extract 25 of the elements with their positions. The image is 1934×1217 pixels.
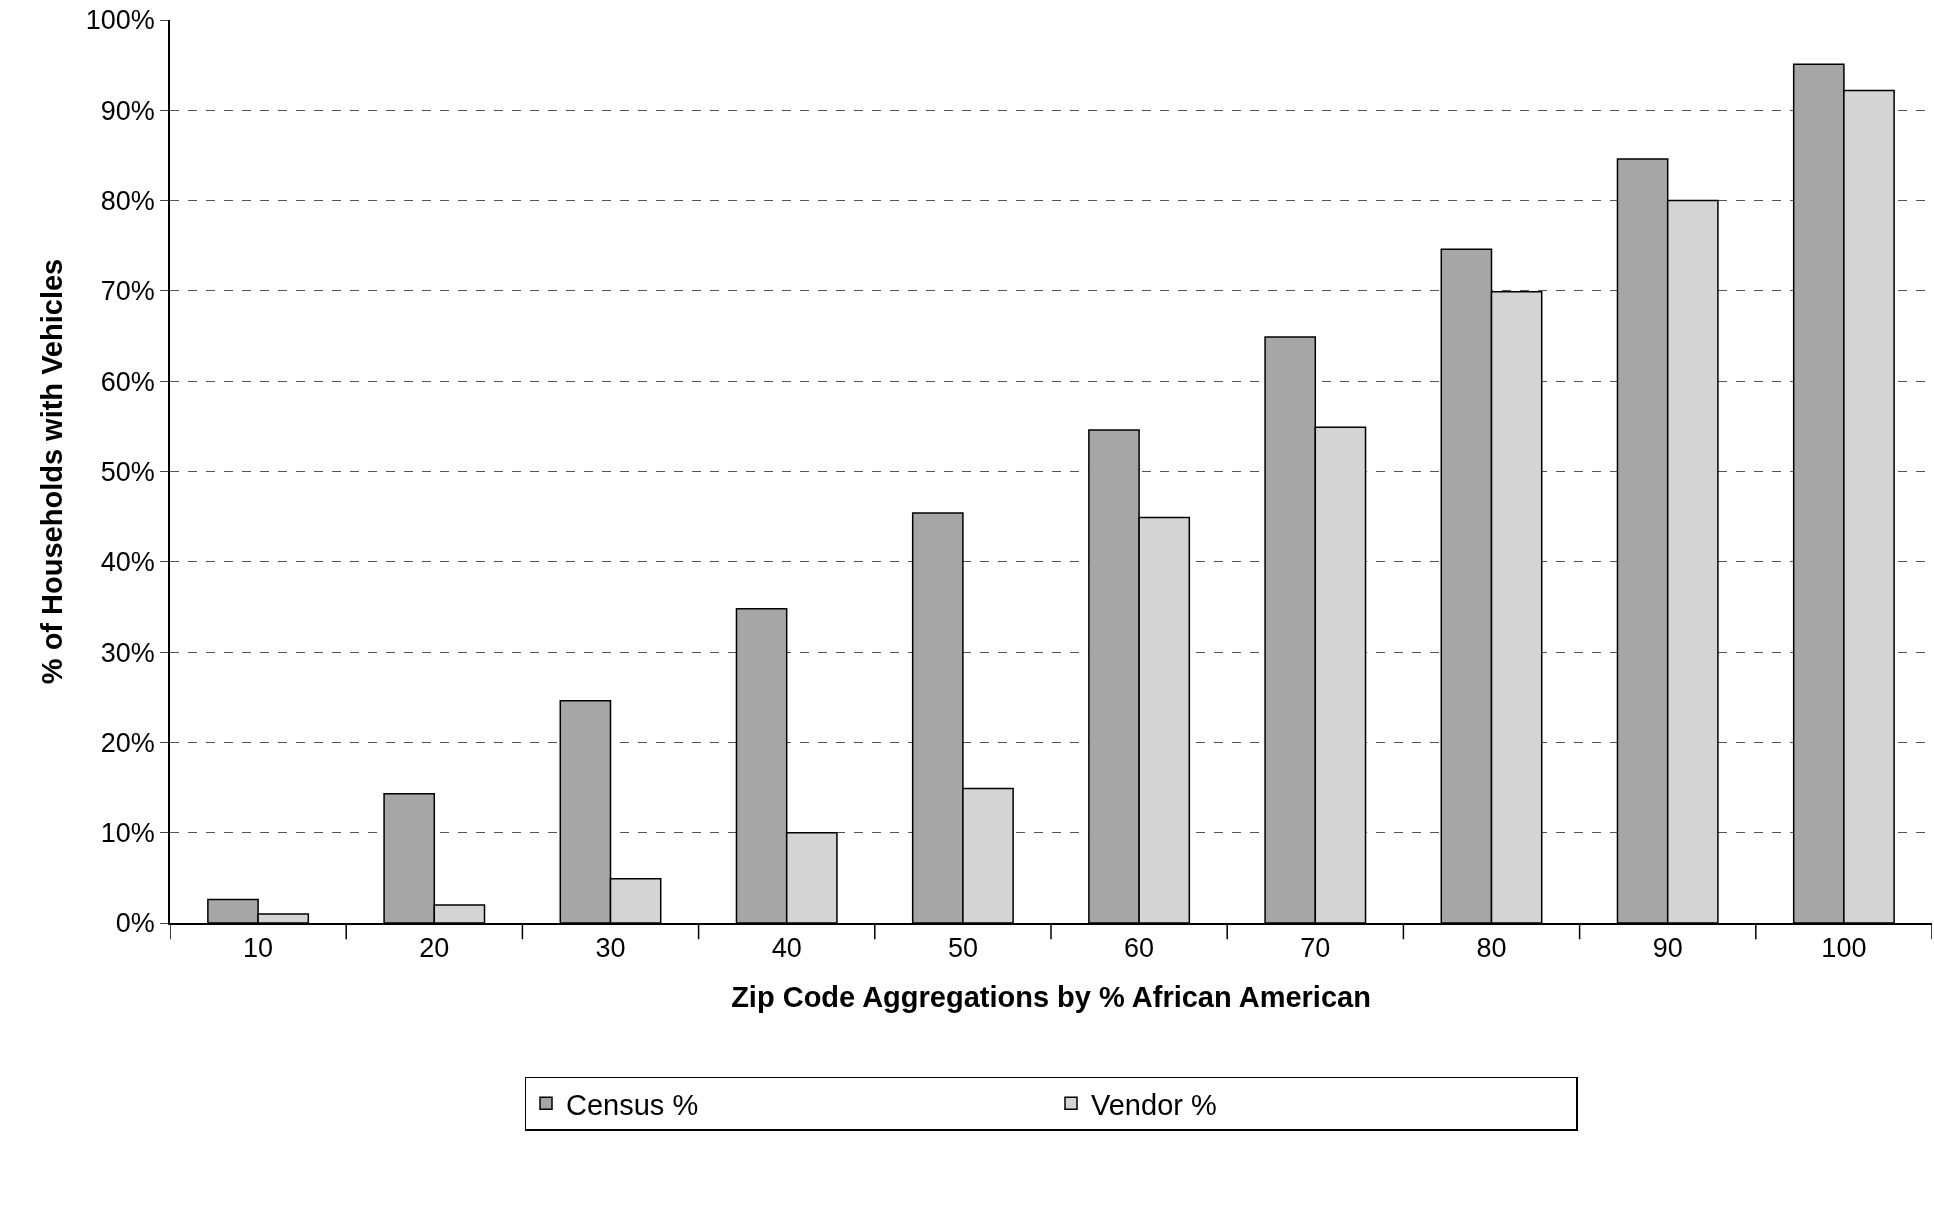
y-tick-label: 20%	[100, 727, 155, 758]
y-tick-label: 60%	[100, 366, 155, 397]
y-tick-label: 50%	[100, 456, 155, 487]
y-tick-label: 80%	[100, 186, 155, 217]
x-axis-title: Zip Code Aggregations by % African American	[731, 981, 1371, 1014]
y-tick-label: 10%	[100, 818, 155, 849]
x-tick-label: 100	[1821, 933, 1867, 964]
y-tick-label: 0%	[115, 908, 155, 939]
x-tick-label: 20	[419, 933, 450, 964]
x-tick-label: 90	[1652, 933, 1683, 964]
legend-label: Census %	[566, 1088, 699, 1121]
x-tick-label: 30	[595, 933, 626, 964]
y-tick-label: 100%	[85, 5, 155, 36]
x-tick-label: 40	[771, 933, 802, 964]
y-tick-label: 40%	[100, 547, 155, 578]
x-tick-label: 50	[947, 933, 978, 964]
y-axis-title: % of Households with Vehicles	[35, 258, 68, 685]
y-tick-label: 90%	[100, 95, 155, 126]
x-tick-label: 60	[1124, 933, 1155, 964]
x-tick-label: 80	[1476, 933, 1507, 964]
y-tick-label: 30%	[100, 637, 155, 668]
x-tick-label: 10	[243, 933, 274, 964]
x-tick-label: 70	[1300, 933, 1331, 964]
legend-label: Vendor %	[1091, 1088, 1217, 1121]
y-tick-label: 70%	[100, 276, 155, 307]
